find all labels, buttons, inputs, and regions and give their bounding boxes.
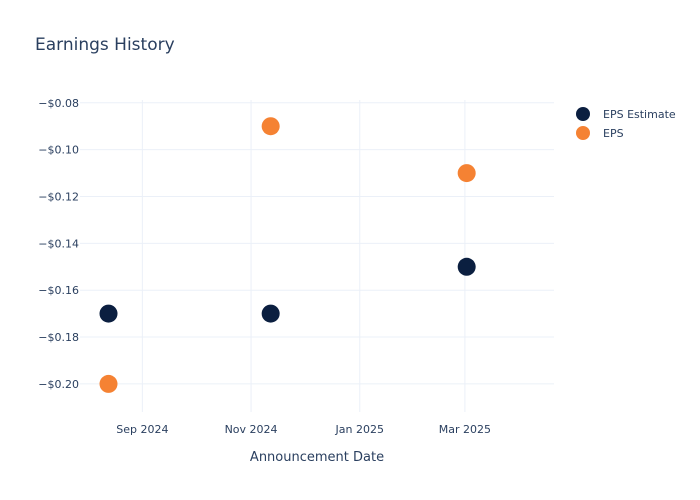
x-axis-title: Announcement Date [250, 450, 384, 465]
y-tick-label: −$0.18 [38, 331, 79, 344]
legend-label: EPS Estimate [603, 108, 676, 121]
y-axis-ticks: −$0.08 −$0.10 −$0.12 −$0.14 −$0.16 −$0.18 −$0.… [38, 97, 79, 391]
x-tick-label: Jan 2025 [335, 423, 384, 436]
legend: EPS Estimate EPS [576, 107, 676, 140]
data-point-eps[interactable] [457, 164, 476, 183]
data-point-eps-estimate[interactable] [261, 304, 280, 323]
gridlines [80, 100, 554, 412]
chart-title: Earnings History [35, 35, 175, 55]
data-point-eps-estimate[interactable] [99, 304, 118, 323]
legend-marker [576, 107, 590, 121]
y-tick-label: −$0.16 [38, 284, 79, 297]
y-tick-label: −$0.20 [38, 378, 79, 391]
x-axis-ticks: Sep 2024 Nov 2024 Jan 2025 Mar 2025 [116, 423, 491, 436]
data-points [99, 117, 476, 393]
legend-marker [576, 126, 590, 140]
data-point-eps-estimate[interactable] [457, 257, 476, 276]
x-tick-label: Sep 2024 [116, 423, 168, 436]
data-point-eps[interactable] [99, 374, 118, 393]
data-point-eps[interactable] [261, 117, 280, 136]
legend-label: EPS [603, 127, 624, 140]
x-tick-label: Mar 2025 [439, 423, 491, 436]
y-tick-label: −$0.10 [38, 144, 79, 157]
y-tick-label: −$0.12 [38, 191, 79, 204]
x-tick-label: Nov 2024 [225, 423, 278, 436]
y-tick-label: −$0.08 [38, 97, 79, 110]
y-tick-label: −$0.14 [38, 237, 79, 250]
